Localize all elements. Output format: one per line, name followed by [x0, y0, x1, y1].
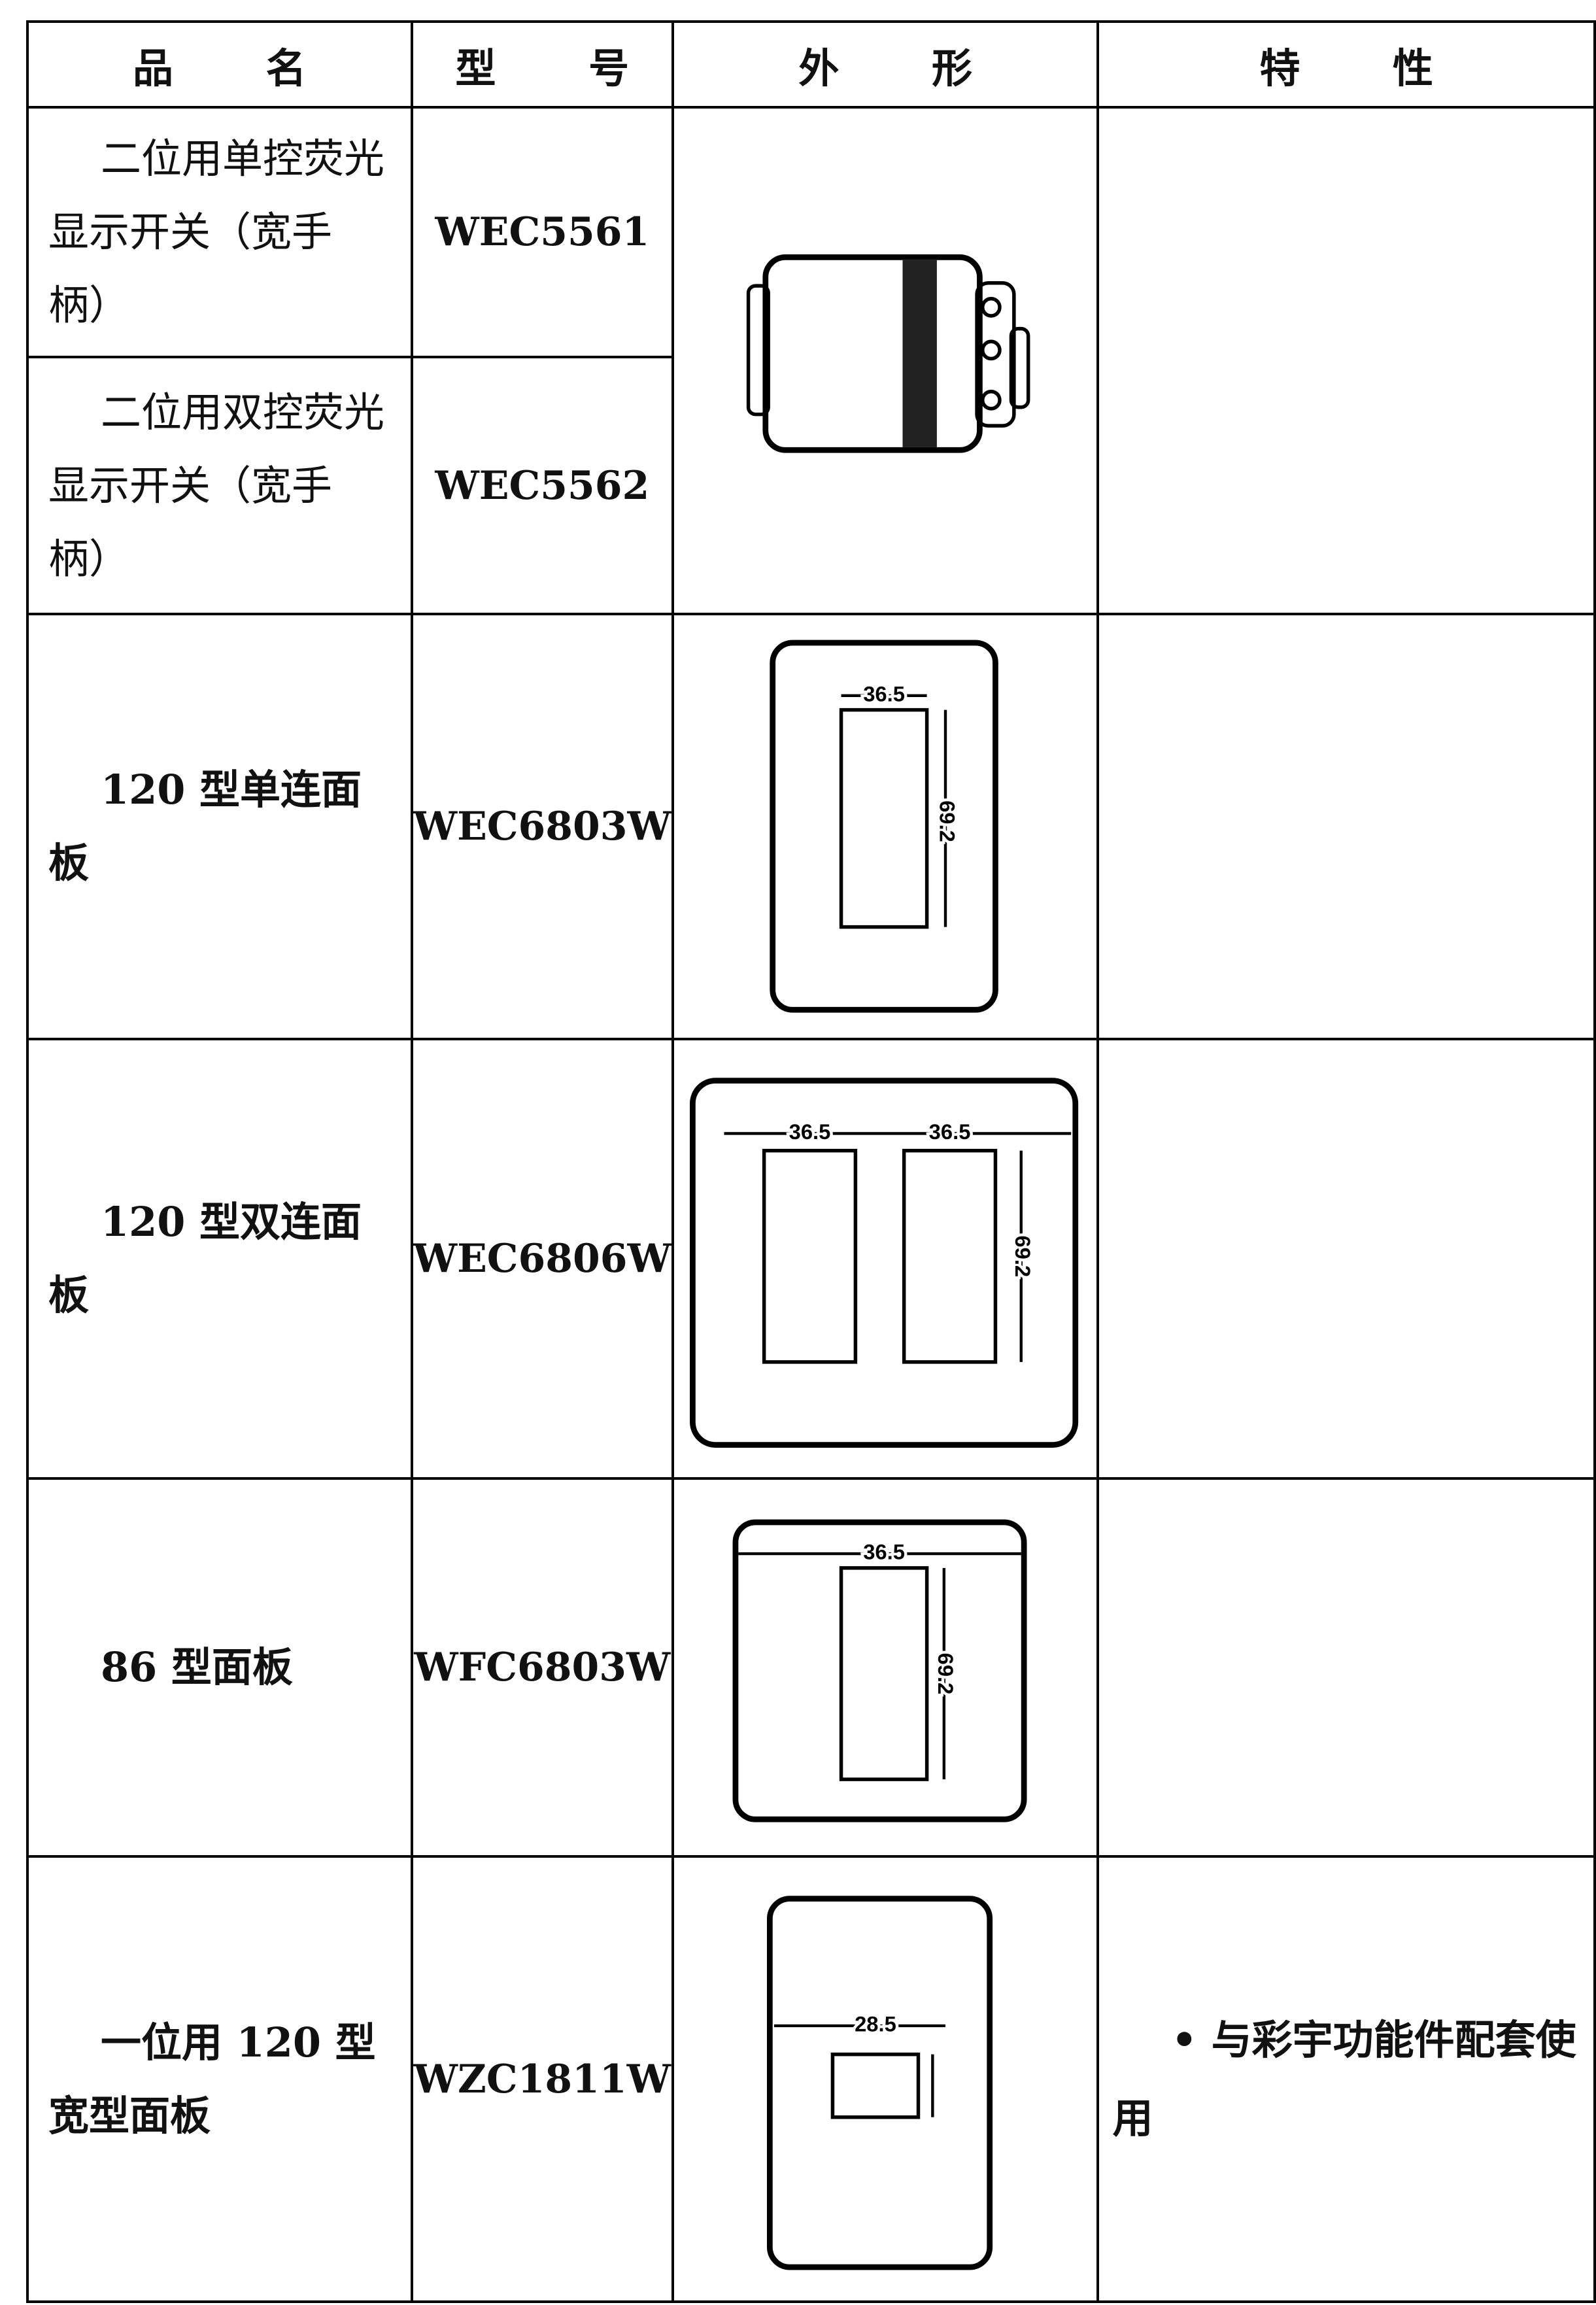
dimension-label: 69.2	[935, 800, 959, 842]
dimension-label: 36.5	[789, 1120, 831, 1144]
row: 86 型面板 WFC6803W 36.5 69.2	[26, 1477, 1596, 1858]
panel-drawing: 36.5 69.2	[770, 640, 998, 1014]
model: WEC6803W	[410, 613, 674, 1040]
dimension-label: 36.5	[863, 1540, 905, 1564]
header-row: 品 名 型 号 外 形 特 性	[26, 20, 1596, 109]
shape: 36.5 69.2	[671, 613, 1100, 1040]
panel-drawing: 28.5	[766, 1895, 993, 2270]
feature	[1096, 613, 1596, 1040]
row: 120 型单连面板 WEC6803W 36.5 69.2	[26, 613, 1596, 1040]
shape	[671, 106, 1100, 615]
product-name: 120 型双连面板	[26, 1038, 413, 1480]
dimension-label: 28.5	[855, 2011, 896, 2036]
feature	[1096, 1038, 1596, 1480]
header: 外 形	[671, 20, 1100, 109]
product-name: 二位用双控荧光显示开关（宽手柄）	[26, 356, 413, 615]
row: 二位用双控荧光显示开关（宽手柄） WEC5562	[26, 356, 1595, 615]
dimension-label: 36.5	[929, 1120, 971, 1144]
model: WEC5562	[410, 356, 674, 615]
header: 型 号	[410, 20, 674, 109]
row: 120 型双连面板 WEC6806W 36.5 36.5 69.2	[26, 1038, 1596, 1480]
shape: 36.5 69.2	[671, 1477, 1100, 1858]
panel-drawing: 36.5 69.2	[732, 1519, 1027, 1822]
shape: 28.5	[671, 1855, 1100, 2303]
model: WFC6803W	[410, 1477, 674, 1858]
model: WZC1811W	[410, 1855, 674, 2303]
feature	[1096, 106, 1596, 615]
product-name: 一位用 120 型宽型面板	[26, 1855, 413, 2303]
shape: 36.5 36.5 69.2	[671, 1038, 1100, 1480]
model: WEC6806W	[410, 1038, 674, 1480]
feature	[1096, 1477, 1596, 1858]
header: 特 性	[1096, 20, 1596, 109]
product-name: 120 型单连面板	[26, 613, 413, 1040]
header: 品 名	[26, 20, 413, 109]
product-name: 86 型面板	[26, 1477, 413, 1858]
feature: • 与彩宇功能件配套使用	[1096, 1855, 1596, 2303]
model: WEC5561	[410, 106, 674, 358]
row: 二位用单控荧光显示开关（宽手柄） WEC5561	[26, 106, 1596, 615]
dimension-label: 69.2	[934, 1653, 958, 1695]
switch-drawing	[746, 254, 1030, 453]
product-table: 品 名 型 号 外 形 特 性 二位用单控荧光显示开关（宽手柄） WEC5561…	[26, 20, 1596, 2303]
product-name: 二位用单控荧光显示开关（宽手柄）	[26, 106, 413, 358]
dimension-label: 69.2	[1011, 1236, 1035, 1278]
row: 一位用 120 型宽型面板 WZC1811W 28.5 • 与彩宇功能件配套使用	[26, 1855, 1596, 2303]
panel-drawing: 36.5 36.5 69.2	[689, 1078, 1079, 1448]
dimension-label: 36.5	[863, 682, 905, 706]
